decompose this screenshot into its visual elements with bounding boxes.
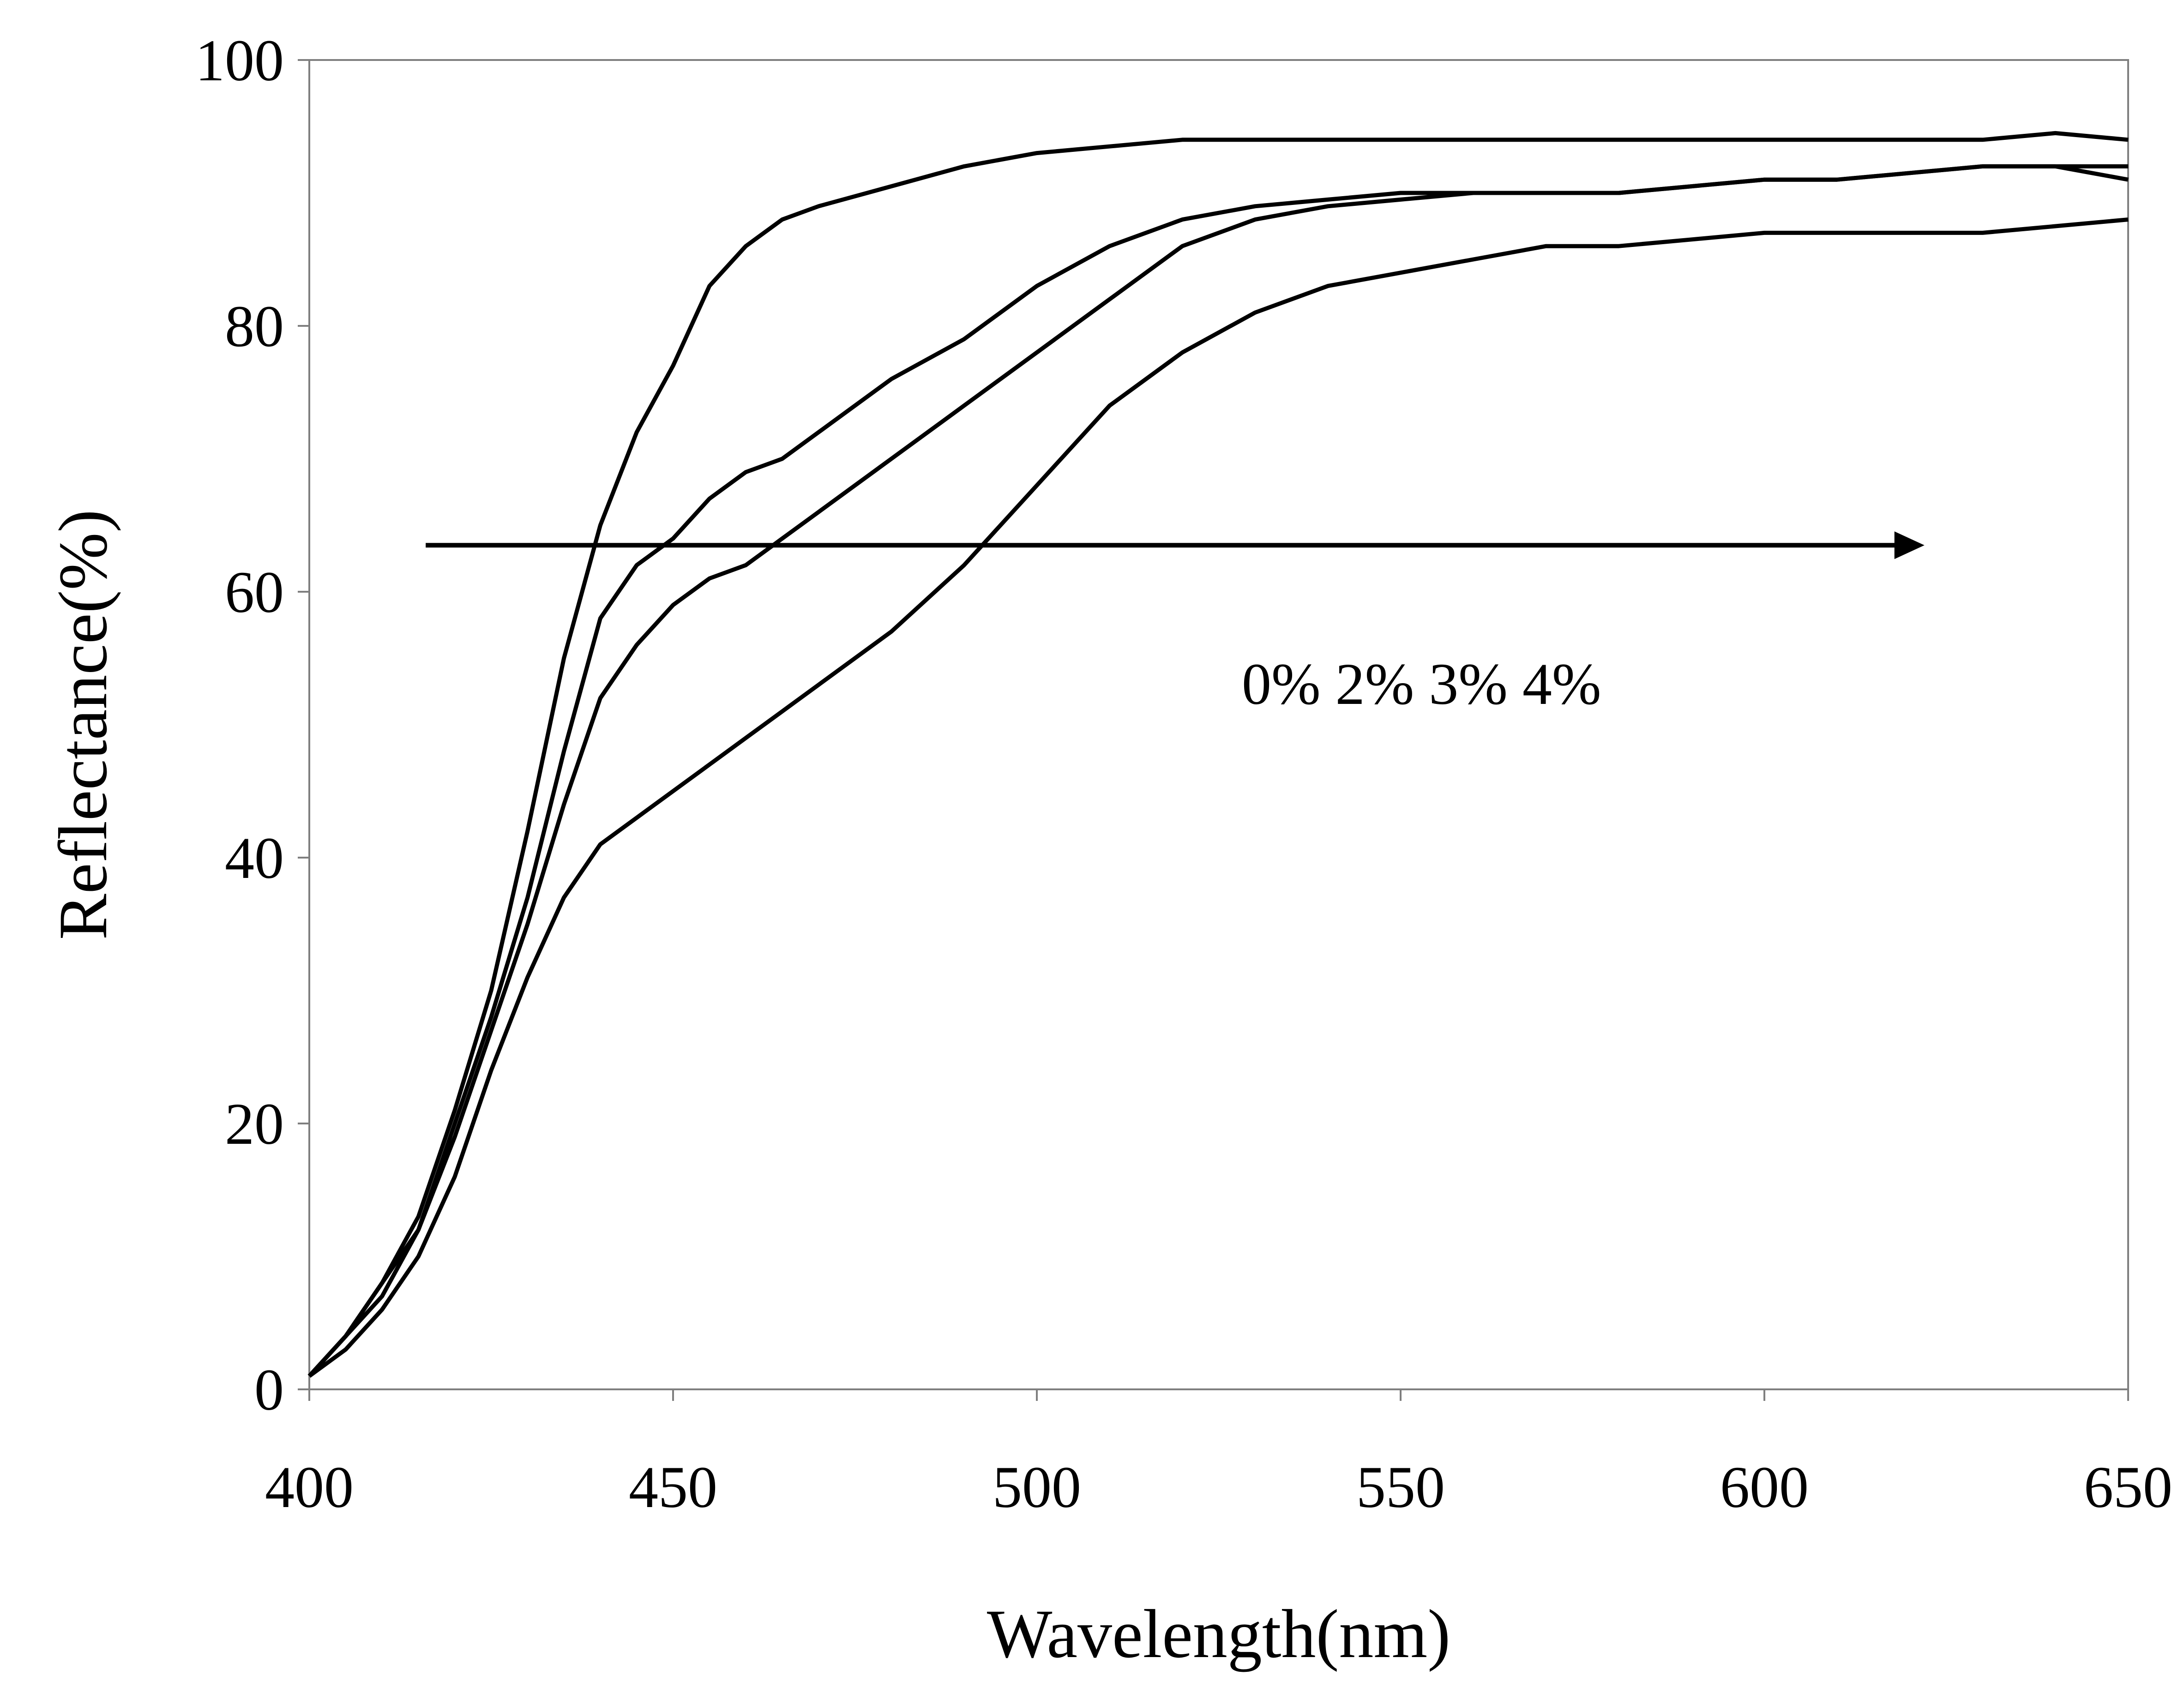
arrow-head bbox=[1894, 531, 1925, 559]
y-tick-label: 20 bbox=[225, 1091, 284, 1157]
x-tick-label: 450 bbox=[629, 1454, 717, 1520]
annotation-arrow bbox=[426, 531, 1925, 559]
x-tick-label: 500 bbox=[993, 1454, 1081, 1520]
y-tick-label: 60 bbox=[225, 559, 284, 625]
series-line-4 bbox=[308, 217, 2129, 1378]
plot-frame bbox=[308, 59, 2129, 1390]
x-tick-label: 650 bbox=[2084, 1454, 2172, 1520]
x-axis-ticks: 400 450 500 550 600 650 bbox=[265, 1389, 2172, 1520]
y-tick-label: 40 bbox=[225, 825, 284, 891]
series-group bbox=[307, 131, 2129, 1378]
y-axis-title: Reflectance(%) bbox=[45, 510, 121, 940]
y-tick-label: 0 bbox=[254, 1357, 284, 1423]
x-tick-label: 600 bbox=[1720, 1454, 1809, 1520]
series-line-2 bbox=[307, 164, 2128, 1378]
series-line-3 bbox=[307, 164, 2129, 1378]
y-tick-label: 80 bbox=[225, 294, 284, 359]
x-tick-label: 400 bbox=[265, 1454, 354, 1520]
x-axis-title: Wavelength(nm) bbox=[987, 1596, 1450, 1672]
series-line-1 bbox=[307, 131, 2129, 1378]
x-tick-label: 550 bbox=[1356, 1454, 1445, 1520]
y-tick-label: 100 bbox=[195, 28, 284, 93]
annotation-label: 0% 2% 3% 4% bbox=[1242, 651, 1601, 717]
y-axis-ticks: 0 20 40 60 80 100 bbox=[195, 28, 309, 1423]
